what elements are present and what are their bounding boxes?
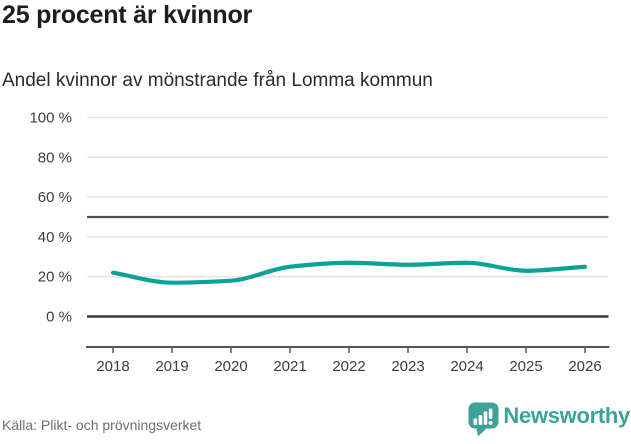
y-tick-label: 40 % [38, 229, 72, 246]
x-tick-label: 2019 [155, 358, 188, 375]
newsworthy-logo[interactable]: Newsworthy [468, 402, 630, 439]
x-tick-label: 2020 [214, 358, 247, 375]
newsworthy-badge-icon [468, 402, 499, 437]
chart-title: 25 procent är kvinnor [2, 1, 253, 29]
data-line [110, 260, 588, 285]
newsworthy-wordmark: Newsworthy [503, 403, 630, 428]
y-tick-label: 60 % [38, 189, 72, 206]
x-tick-label: 2023 [391, 358, 424, 375]
y-tick-label: 80 % [38, 149, 72, 166]
y-tick-label: 0 % [46, 309, 72, 326]
source-text: Källa: Plikt- och prövningsverket [2, 417, 202, 433]
x-tick-label: 2022 [332, 358, 365, 375]
x-tick-label: 2024 [450, 358, 483, 375]
x-tick-label: 2026 [568, 358, 601, 375]
y-tick-label: 20 % [38, 269, 72, 286]
chart-subtitle: Andel kvinnor av mönstrande från Lomma k… [2, 70, 433, 91]
x-tick-label: 2018 [96, 358, 129, 375]
x-tick-label: 2025 [509, 358, 542, 375]
y-tick-label: 100 % [29, 110, 72, 127]
x-tick-label: 2021 [273, 358, 306, 375]
